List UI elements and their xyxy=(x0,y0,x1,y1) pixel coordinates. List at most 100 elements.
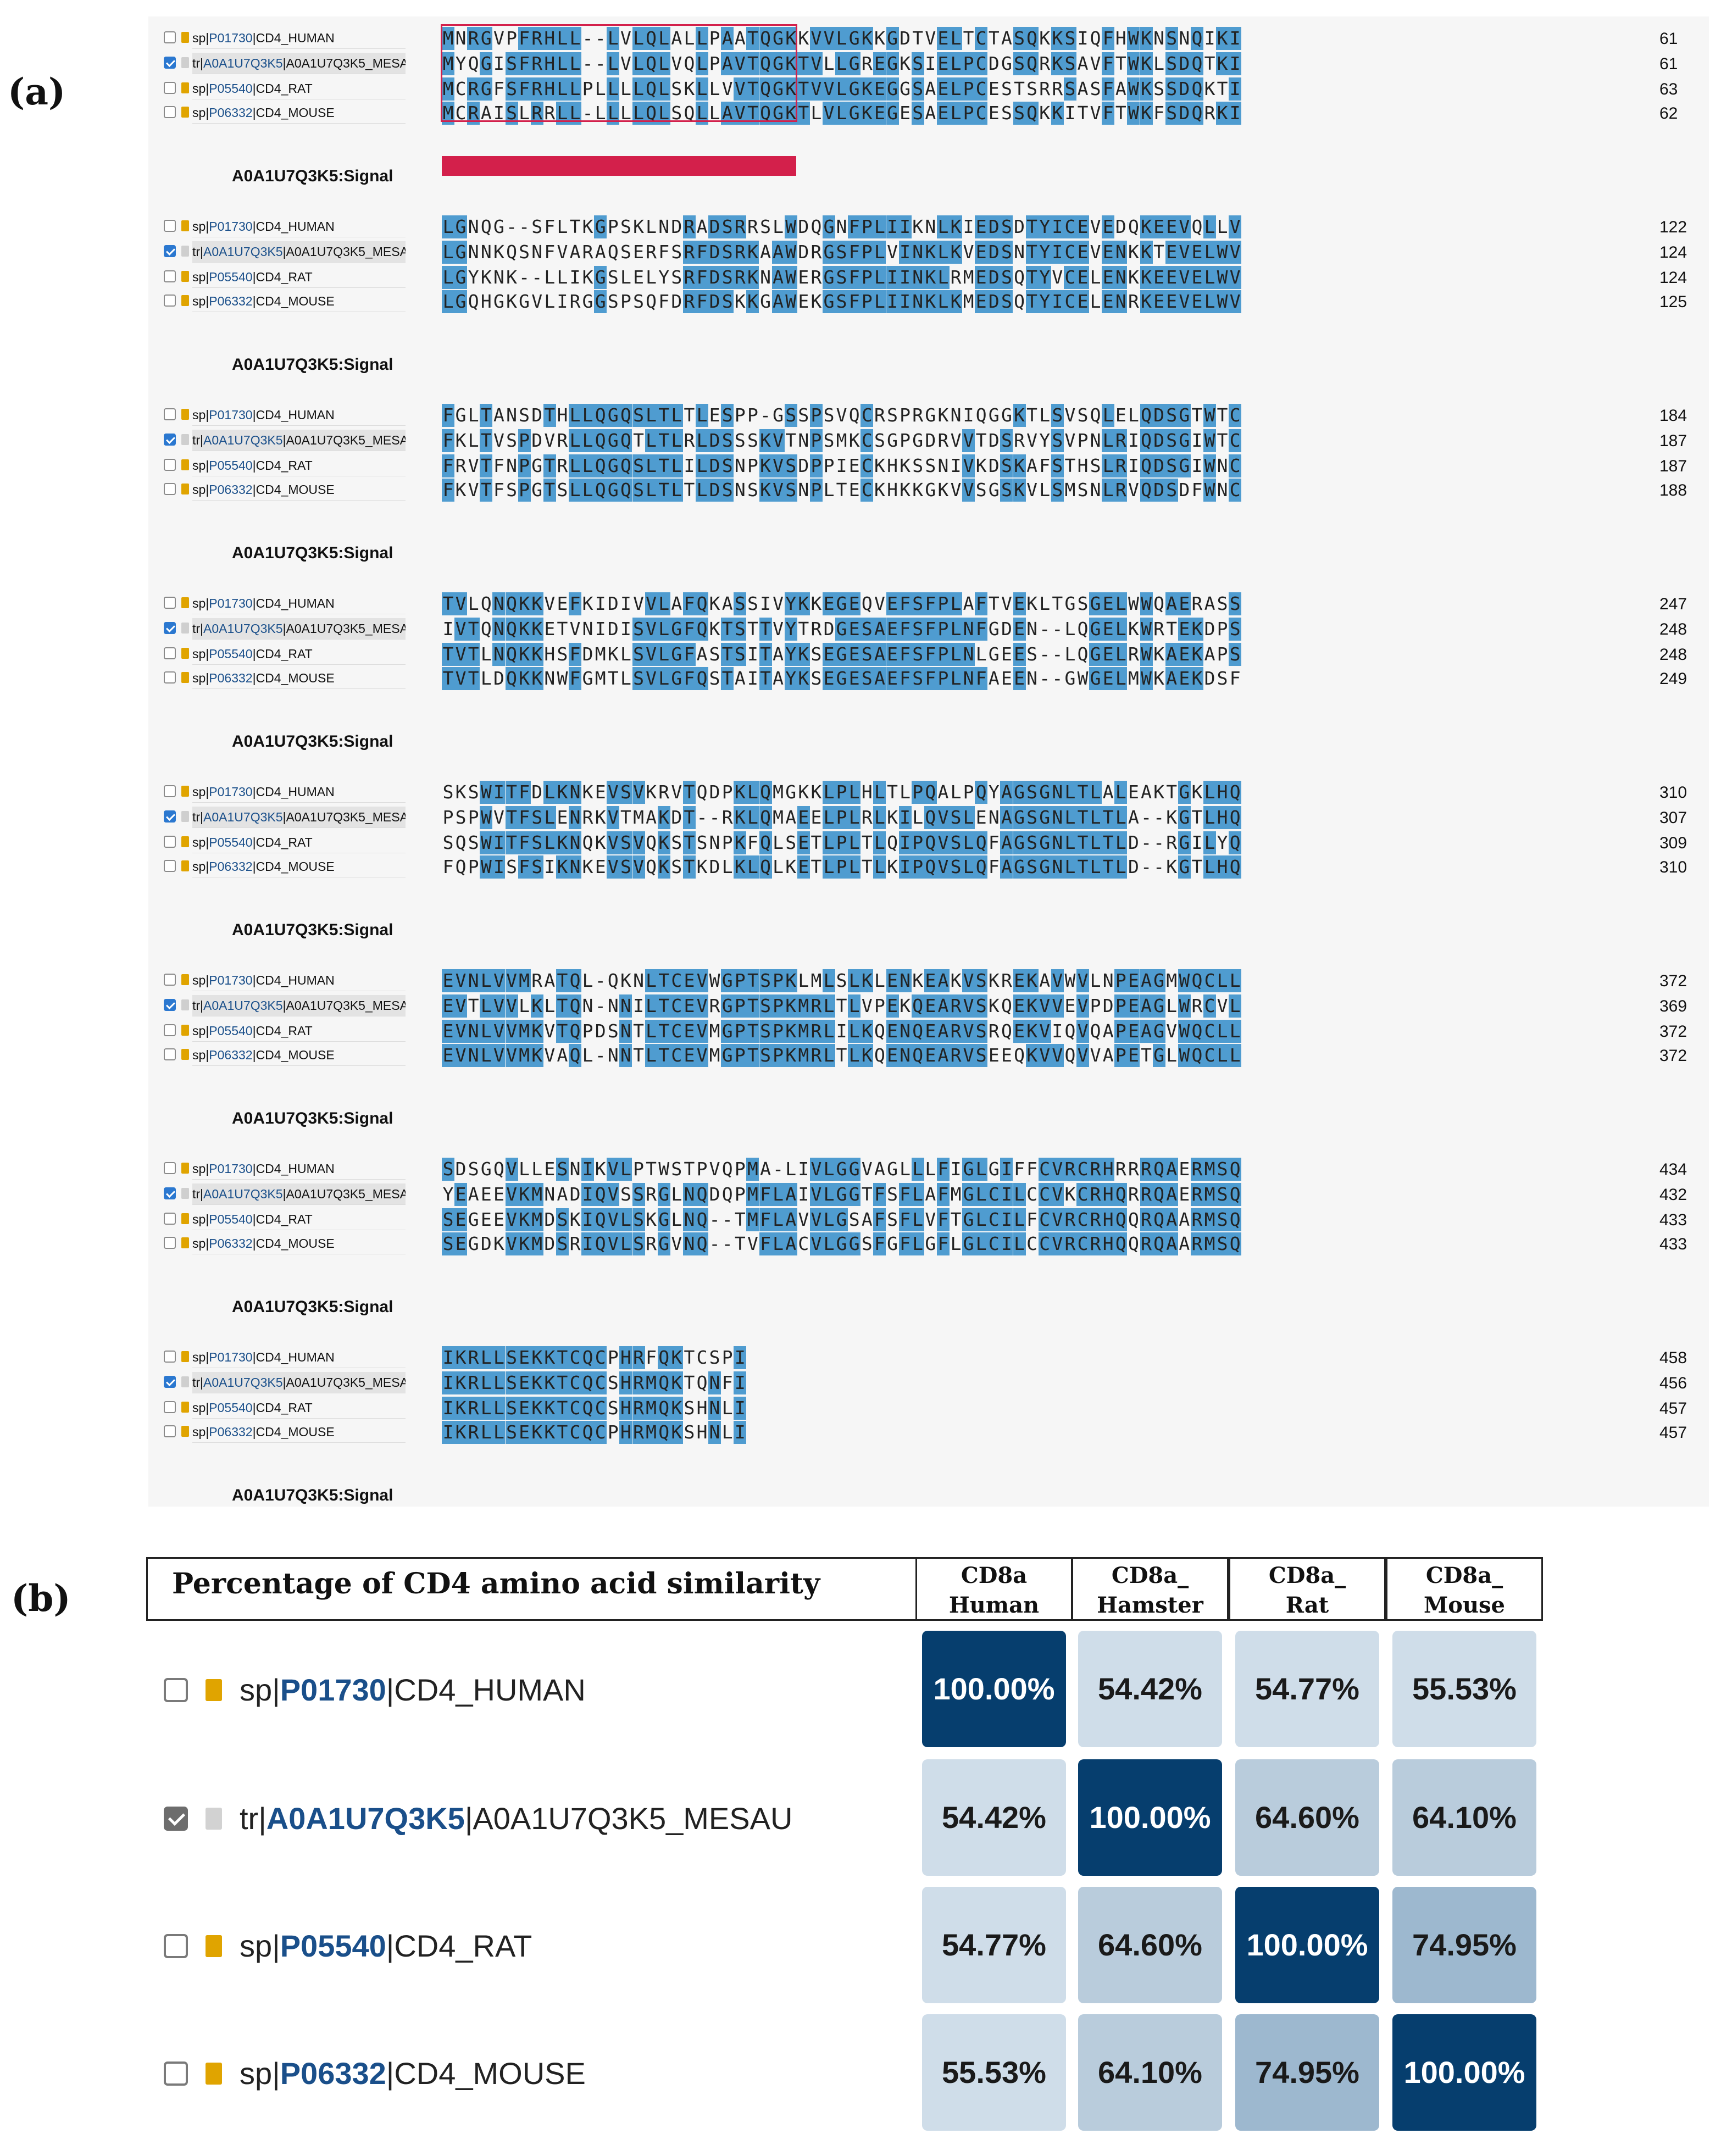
accession-link[interactable]: P05540 xyxy=(280,1929,386,1963)
accession-link[interactable]: A0A1U7Q3K5 xyxy=(203,1375,283,1390)
sequence-label[interactable]: tr|A0A1U7Q3K5|A0A1U7Q3K5_MESAU xyxy=(240,1798,792,1840)
sequence-label[interactable]: sp|P01730|CD4_HUMAN xyxy=(192,781,406,803)
row-checkbox[interactable] xyxy=(164,1425,176,1437)
accession-link[interactable]: P01730 xyxy=(209,219,253,234)
row-checkbox[interactable] xyxy=(164,434,176,446)
sequence-label[interactable]: sp|P06332|CD4_MOUSE xyxy=(192,291,406,312)
sequence-label[interactable]: sp|P01730|CD4_HUMAN xyxy=(192,404,406,426)
row-checkbox[interactable] xyxy=(164,1934,188,1958)
sequence-label[interactable]: sp|P06332|CD4_MOUSE xyxy=(192,1233,406,1254)
row-checkbox[interactable] xyxy=(164,82,176,94)
accession-link[interactable]: P05540 xyxy=(209,81,253,96)
row-checkbox[interactable] xyxy=(164,270,176,282)
row-checkbox[interactable] xyxy=(164,483,176,495)
row-checkbox[interactable] xyxy=(164,1351,176,1363)
sequence-label[interactable]: sp|P01730|CD4_HUMAN xyxy=(192,593,406,614)
sequence-label[interactable]: tr|A0A1U7Q3K5|A0A1U7Q3K5_MESAU xyxy=(192,1183,406,1205)
row-checkbox[interactable] xyxy=(164,1024,176,1036)
accession-link[interactable]: P01730 xyxy=(209,596,253,610)
row-checkbox[interactable] xyxy=(164,2061,188,2086)
accession-link[interactable]: A0A1U7Q3K5 xyxy=(203,810,283,824)
sequence-label[interactable]: tr|A0A1U7Q3K5|A0A1U7Q3K5_MESAU xyxy=(192,618,406,640)
row-checkbox[interactable] xyxy=(164,408,176,420)
row-checkbox[interactable] xyxy=(164,836,176,848)
accession-link[interactable]: P06332 xyxy=(209,859,253,874)
sequence-label[interactable]: tr|A0A1U7Q3K5|A0A1U7Q3K5_MESAU xyxy=(192,1372,406,1393)
sequence-label[interactable]: sp|P05540|CD4_RAT xyxy=(192,1209,406,1230)
sequence-label[interactable]: sp|P05540|CD4_RAT xyxy=(192,1020,406,1042)
sequence-label[interactable]: sp|P06332|CD4_MOUSE xyxy=(192,102,406,124)
sequence-label[interactable]: sp|P06332|CD4_MOUSE xyxy=(192,856,406,877)
sequence-label[interactable]: sp|P01730|CD4_HUMAN xyxy=(192,216,406,237)
row-checkbox[interactable] xyxy=(164,1376,176,1388)
sequence-label[interactable]: sp|P01730|CD4_HUMAN xyxy=(192,1158,406,1180)
accession-link[interactable]: A0A1U7Q3K5 xyxy=(266,1801,465,1836)
accession-link[interactable]: P05540 xyxy=(209,1212,253,1226)
sequence-label[interactable]: sp|P06332|CD4_MOUSE xyxy=(240,2053,586,2094)
row-checkbox[interactable] xyxy=(164,1213,176,1225)
sequence-label[interactable]: sp|P05540|CD4_RAT xyxy=(192,266,406,288)
sequence-label[interactable]: tr|A0A1U7Q3K5|A0A1U7Q3K5_MESAU xyxy=(192,995,406,1016)
accession-link[interactable]: P01730 xyxy=(209,1350,253,1364)
accession-link[interactable]: P06332 xyxy=(209,1236,253,1251)
sequence-label[interactable]: sp|P01730|CD4_HUMAN xyxy=(192,1347,406,1368)
sequence-label[interactable]: sp|P06332|CD4_MOUSE xyxy=(192,479,406,501)
accession-link[interactable]: P01730 xyxy=(209,408,253,422)
sequence-label[interactable]: sp|P05540|CD4_RAT xyxy=(192,1397,406,1419)
accession-link[interactable]: P06332 xyxy=(209,671,253,685)
sequence-label[interactable]: sp|P06332|CD4_MOUSE xyxy=(192,1044,406,1066)
sequence-label[interactable]: sp|P01730|CD4_HUMAN xyxy=(192,27,406,49)
accession-link[interactable]: P05540 xyxy=(209,458,253,473)
accession-link[interactable]: A0A1U7Q3K5 xyxy=(203,433,283,447)
sequence-label[interactable]: tr|A0A1U7Q3K5|A0A1U7Q3K5_MESAU xyxy=(192,807,406,828)
sequence-label[interactable]: sp|P05540|CD4_RAT xyxy=(192,832,406,853)
sequence-label[interactable]: sp|P01730|CD4_HUMAN xyxy=(240,1669,586,1711)
sequence-label[interactable]: sp|P01730|CD4_HUMAN xyxy=(192,970,406,991)
accession-link[interactable]: P01730 xyxy=(280,1672,386,1707)
row-checkbox[interactable] xyxy=(164,31,176,43)
row-checkbox[interactable] xyxy=(164,294,176,307)
sequence-label[interactable]: tr|A0A1U7Q3K5|A0A1U7Q3K5_MESAU xyxy=(192,430,406,451)
accession-link[interactable]: P06332 xyxy=(209,294,253,308)
row-checkbox[interactable] xyxy=(164,1678,188,1702)
accession-link[interactable]: P01730 xyxy=(209,31,253,45)
sequence-label[interactable]: tr|A0A1U7Q3K5|A0A1U7Q3K5_MESAU xyxy=(192,241,406,263)
row-checkbox[interactable] xyxy=(164,810,176,823)
row-checkbox[interactable] xyxy=(164,1162,176,1174)
accession-link[interactable]: P06332 xyxy=(209,1048,253,1062)
row-checkbox[interactable] xyxy=(164,785,176,797)
accession-link[interactable]: P05540 xyxy=(209,835,253,849)
accession-link[interactable]: A0A1U7Q3K5 xyxy=(203,1187,283,1201)
sequence-label[interactable]: sp|P05540|CD4_RAT xyxy=(192,643,406,665)
accession-link[interactable]: A0A1U7Q3K5 xyxy=(203,998,283,1013)
row-checkbox[interactable] xyxy=(164,671,176,684)
accession-link[interactable]: A0A1U7Q3K5 xyxy=(203,245,283,259)
row-checkbox[interactable] xyxy=(164,245,176,257)
accession-link[interactable]: P06332 xyxy=(209,482,253,497)
row-checkbox[interactable] xyxy=(164,1237,176,1249)
row-checkbox[interactable] xyxy=(164,1401,176,1413)
accession-link[interactable]: P05540 xyxy=(209,1401,253,1415)
sequence-label[interactable]: sp|P06332|CD4_MOUSE xyxy=(192,668,406,689)
sequence-label[interactable]: tr|A0A1U7Q3K5|A0A1U7Q3K5_MESAU xyxy=(192,53,406,74)
accession-link[interactable]: P01730 xyxy=(209,973,253,987)
sequence-label[interactable]: sp|P06332|CD4_MOUSE xyxy=(192,1421,406,1443)
row-checkbox[interactable] xyxy=(164,1187,176,1199)
row-checkbox[interactable] xyxy=(164,106,176,118)
sequence-label[interactable]: sp|P05540|CD4_RAT xyxy=(240,1925,532,1967)
row-checkbox[interactable] xyxy=(164,647,176,659)
accession-link[interactable]: P05540 xyxy=(209,270,253,284)
row-checkbox[interactable] xyxy=(164,974,176,986)
row-checkbox[interactable] xyxy=(164,459,176,471)
row-checkbox[interactable] xyxy=(164,999,176,1011)
row-checkbox[interactable] xyxy=(164,597,176,609)
row-checkbox[interactable] xyxy=(164,622,176,634)
accession-link[interactable]: P05540 xyxy=(209,1024,253,1038)
row-checkbox[interactable] xyxy=(164,57,176,69)
row-checkbox[interactable] xyxy=(164,860,176,872)
accession-link[interactable]: P05540 xyxy=(209,647,253,661)
sequence-label[interactable]: sp|P05540|CD4_RAT xyxy=(192,78,406,99)
accession-link[interactable]: P01730 xyxy=(209,1162,253,1176)
row-checkbox[interactable] xyxy=(164,1048,176,1060)
row-checkbox[interactable] xyxy=(164,1807,188,1831)
